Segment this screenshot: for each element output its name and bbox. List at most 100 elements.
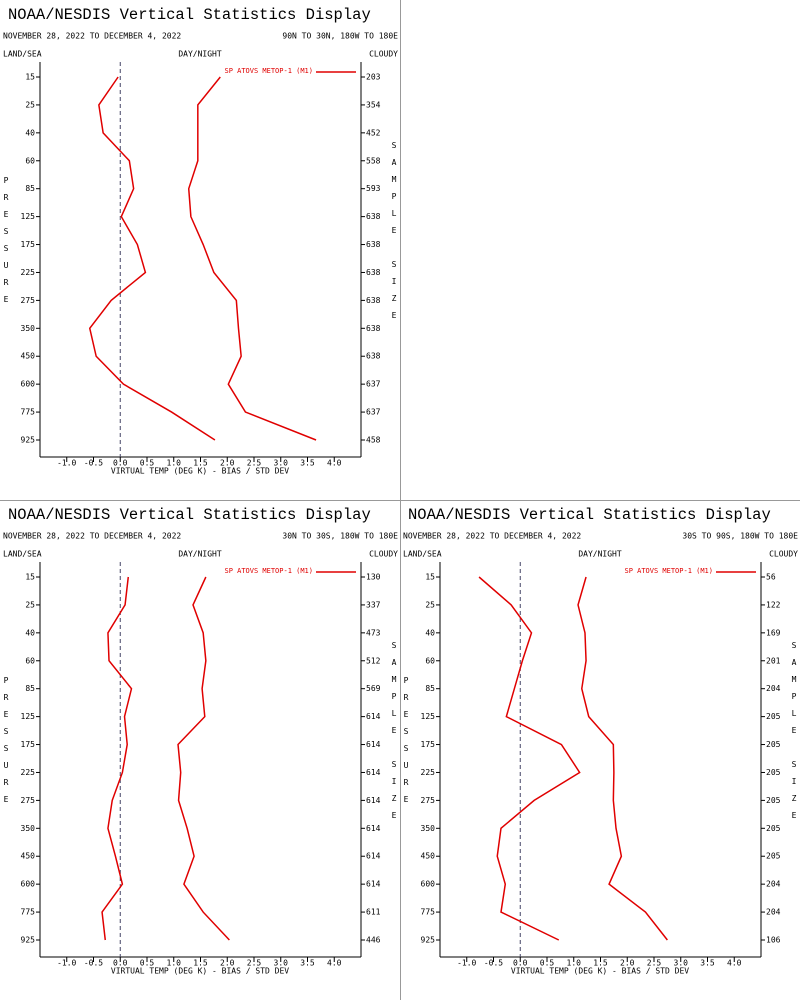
sample-size: 205: [766, 740, 781, 749]
sample-size: 106: [766, 936, 781, 945]
sample-size: 205: [766, 768, 781, 777]
std-dev-line: [577, 576, 668, 941]
y-tick-label: 125: [421, 712, 436, 721]
sample-size: 169: [766, 628, 781, 637]
x-tick-label: 0.0: [113, 959, 128, 968]
sample-size: 614: [366, 824, 381, 833]
sample-size: 614: [366, 768, 381, 777]
sample-size: 203: [366, 73, 381, 82]
sample-size: 638: [366, 240, 381, 249]
y-tick-label: 15: [25, 573, 35, 582]
y-tick-label: 600: [21, 880, 36, 889]
x-tick-label: 3.5: [300, 959, 315, 968]
x-tick-label: 4.0: [727, 959, 742, 968]
sample-size: 205: [766, 796, 781, 805]
sample-size: 205: [766, 852, 781, 861]
x-tick-label: 4.0: [327, 959, 342, 968]
chart-title: NOAA/NESDIS Vertical Statistics Display: [408, 506, 771, 524]
x-tick-label: 0.0: [513, 959, 528, 968]
x-tick-label: 0.5: [140, 459, 155, 468]
y-tick-label: 60: [25, 656, 35, 665]
y-tick-label: 450: [421, 852, 436, 861]
x-tick-label: 3.0: [274, 459, 289, 468]
x-tick-label: 2.0: [620, 959, 635, 968]
y-tick-label: 350: [21, 324, 36, 333]
sample-size: 638: [366, 212, 381, 221]
y-tick-label: 925: [21, 436, 36, 445]
x-tick-label: -1.0: [457, 959, 476, 968]
y-tick-label: 775: [421, 908, 436, 917]
y-tick-label: 350: [21, 824, 36, 833]
y-tick-label: 225: [21, 768, 36, 777]
region: 90N TO 30N, 180W TO 180E: [282, 32, 398, 41]
x-tick-label: 0.0: [113, 459, 128, 468]
y-tick-label: 450: [21, 852, 36, 861]
x-tick-label: -0.5: [84, 959, 103, 968]
cloudy-label: CLOUDY: [369, 50, 398, 59]
bias-line: [478, 576, 581, 941]
day-night-label: DAY/NIGHT: [178, 50, 222, 59]
x-tick-label: 3.0: [674, 959, 689, 968]
chart-panel: NOAA/NESDIS Vertical Statistics Display N…: [402, 506, 799, 975]
y-tick-label: 60: [425, 656, 435, 665]
land-sea-label: LAND/SEA: [403, 550, 442, 559]
x-tick-label: 0.5: [140, 959, 155, 968]
day-night-label: DAY/NIGHT: [578, 550, 622, 559]
sample-size: 354: [366, 100, 381, 109]
sample-size: 205: [766, 712, 781, 721]
chart-title: NOAA/NESDIS Vertical Statistics Display: [8, 506, 371, 524]
sample-size: 569: [366, 684, 381, 693]
y-tick-label: 175: [21, 740, 36, 749]
x-tick-label: 2.0: [220, 459, 235, 468]
chart-panel: NOAA/NESDIS Vertical Statistics Display N…: [2, 6, 399, 475]
y-tick-label: 15: [425, 573, 435, 582]
y-tick-label: 125: [21, 212, 36, 221]
sample-size: 614: [366, 712, 381, 721]
y2-axis-title: SAMPLE SIZE: [390, 641, 399, 828]
y-tick-label: 450: [21, 352, 36, 361]
bias-line: [101, 576, 133, 941]
region: 30N TO 30S, 180W TO 180E: [282, 532, 398, 541]
x-tick-label: 2.0: [220, 959, 235, 968]
x-tick-label: 1.0: [167, 959, 182, 968]
land-sea-label: LAND/SEA: [3, 50, 42, 59]
y-axis-title: PRESSURE: [402, 676, 411, 812]
date-range: NOVEMBER 28, 2022 TO DECEMBER 4, 2022: [3, 32, 181, 41]
sample-size: 638: [366, 352, 381, 361]
sample-size: 614: [366, 852, 381, 861]
sample-size: 122: [766, 600, 781, 609]
sample-size: 614: [366, 740, 381, 749]
y-axis-title: PRESSURE: [2, 176, 11, 312]
sample-size: 637: [366, 408, 381, 417]
y-tick-label: 275: [421, 796, 436, 805]
y-tick-label: 25: [425, 600, 435, 609]
sample-size: 637: [366, 380, 381, 389]
y-axis-title: PRESSURE: [2, 676, 11, 812]
y-tick-label: 225: [421, 768, 436, 777]
sample-size: 130: [366, 573, 381, 582]
std-dev-line: [177, 576, 230, 941]
sample-size: 614: [366, 796, 381, 805]
y-tick-label: 25: [25, 600, 35, 609]
x-tick-label: -1.0: [57, 459, 76, 468]
y-tick-label: 85: [25, 184, 35, 193]
sample-size: 204: [766, 880, 781, 889]
x-axis-title: VIRTUAL TEMP (DEG K) - BIAS / STD DEV: [511, 967, 689, 976]
sample-size: 201: [766, 656, 781, 665]
y-tick-label: 775: [21, 908, 36, 917]
sample-size: 458: [366, 436, 381, 445]
sample-size: 446: [366, 936, 381, 945]
x-tick-label: 1.5: [193, 959, 208, 968]
y-tick-label: 275: [21, 796, 36, 805]
sample-size: 611: [366, 908, 381, 917]
y-tick-label: 275: [21, 296, 36, 305]
region: 30S TO 90S, 180W TO 180E: [682, 532, 798, 541]
chart-title: NOAA/NESDIS Vertical Statistics Display: [8, 6, 371, 24]
sample-size: 512: [366, 656, 381, 665]
y2-axis-title: SAMPLE SIZE: [390, 141, 399, 328]
sample-size: 614: [366, 880, 381, 889]
y-tick-label: 40: [25, 128, 35, 137]
x-tick-label: 2.5: [247, 959, 262, 968]
y-tick-label: 85: [25, 684, 35, 693]
y-tick-label: 925: [421, 936, 436, 945]
